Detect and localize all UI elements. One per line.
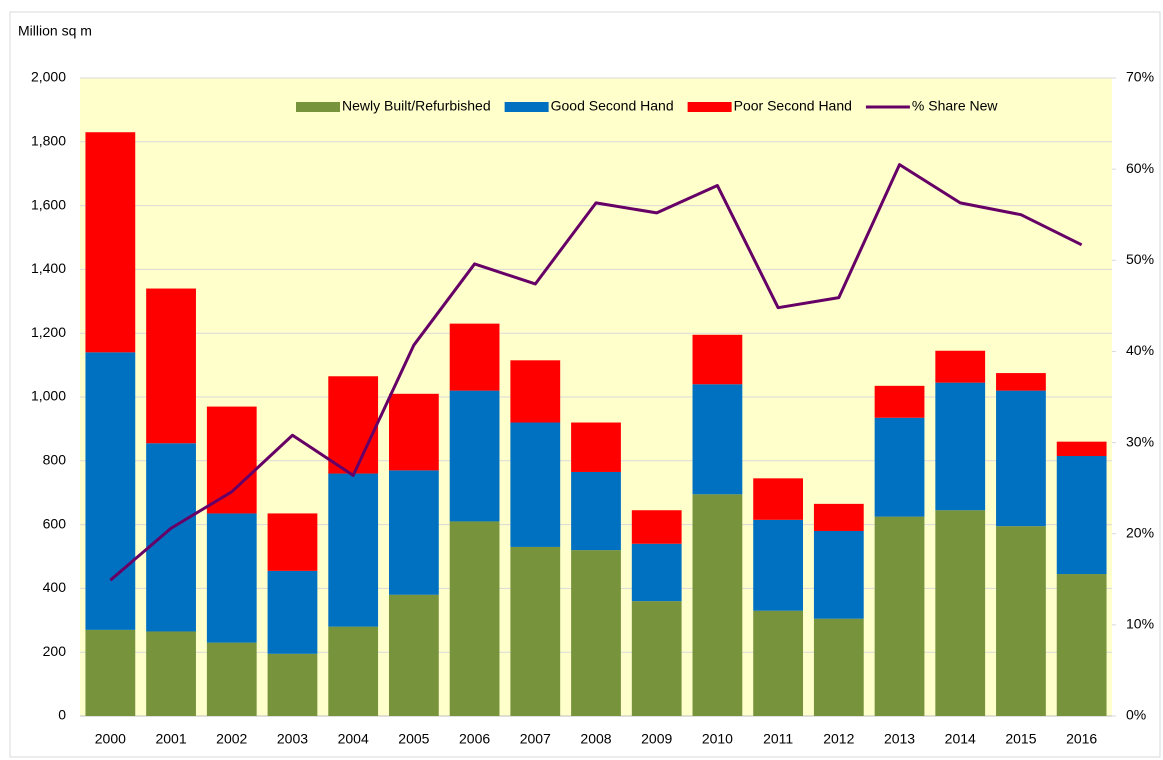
y-tick-label: 2,000 [31,69,66,85]
legend-swatch [296,102,340,112]
y-axis-title: Million sq m [18,23,92,39]
bar [874,385,925,418]
bar [692,334,743,385]
legend-label: % Share New [912,98,998,114]
bar [510,546,561,716]
bar [753,610,804,716]
x-tick-label: 2010 [702,731,733,747]
y2-tick-label: 0% [1126,707,1146,723]
bar [85,629,136,716]
y2-tick-label: 60% [1126,160,1154,176]
bar [935,350,986,383]
bar [267,570,318,654]
y-tick-label: 1,000 [31,388,66,404]
x-tick-label: 2013 [884,731,915,747]
x-tick-label: 2003 [277,731,308,747]
bar [753,478,804,520]
bar [146,288,196,444]
bar [571,422,621,472]
bar [388,594,439,716]
x-tick-label: 2016 [1066,731,1097,747]
y-tick-label: 600 [43,515,67,531]
x-tick-label: 2014 [945,731,976,747]
bar [571,471,621,551]
bar [449,390,500,522]
y-tick-label: 200 [43,643,67,659]
legend-label: Good Second Hand [551,98,674,114]
bar [935,382,986,511]
bar [692,494,743,716]
x-tick-label: 2005 [398,731,429,747]
x-tick-label: 2004 [338,731,369,747]
bar [631,510,682,544]
bar [753,519,804,611]
x-tick-label: 2007 [520,731,551,747]
y-tick-label: 1,600 [31,196,66,212]
x-tick-label: 2011 [763,731,793,747]
bar [146,631,196,716]
x-tick-label: 2008 [580,731,611,747]
bar [328,626,379,716]
bar [206,513,257,643]
x-tick-label: 2001 [155,731,186,747]
legend-label: Poor Second Hand [734,98,852,114]
bar [1056,456,1107,575]
y-tick-label: 400 [43,579,67,595]
legend-swatch [504,102,549,112]
x-tick-label: 2009 [641,731,672,747]
bar [146,443,196,632]
y-tick-label: 1,200 [31,324,66,340]
bar [813,618,864,716]
bar [267,653,318,716]
bar [813,503,864,531]
y-tick-label: 1,800 [31,133,66,149]
y-tick-label: 0 [58,707,66,723]
line [109,163,1083,582]
x-tick-label: 2006 [459,731,490,747]
bar [996,526,1046,716]
bar [328,376,379,474]
y-tick-label: 800 [43,452,67,468]
bar [996,373,1046,391]
bar [1056,574,1107,716]
bar [267,513,318,571]
bar [85,132,136,353]
bar [571,550,621,716]
y2-tick-label: 40% [1126,342,1154,358]
bar [631,543,682,602]
x-tick-label: 2012 [823,731,854,747]
bar [996,390,1046,527]
x-tick-label: 2015 [1005,731,1036,747]
bar [449,521,500,716]
y2-tick-label: 30% [1126,433,1154,449]
legend-swatch [687,102,732,112]
bar [388,393,439,471]
x-tick-label: 2000 [95,731,126,747]
x-tick-label: 2002 [216,731,247,747]
bar [631,601,682,716]
bar [874,417,925,517]
y2-tick-label: 10% [1126,616,1154,632]
y2-tick-label: 20% [1126,524,1154,540]
bar [874,516,925,716]
bar [388,470,439,595]
bar [692,384,743,495]
y2-tick-label: 50% [1126,251,1154,267]
bar [1056,441,1107,457]
bar [510,360,561,423]
bar [510,422,561,547]
bar [206,642,257,716]
y-tick-label: 1,400 [31,260,66,276]
bar [328,473,379,627]
legend-label: Newly Built/Refurbished [342,98,491,114]
bar [85,352,136,630]
bar [206,406,257,514]
bar [449,323,500,391]
bar [935,510,986,716]
y2-tick-label: 70% [1126,69,1154,85]
bar [813,530,864,619]
